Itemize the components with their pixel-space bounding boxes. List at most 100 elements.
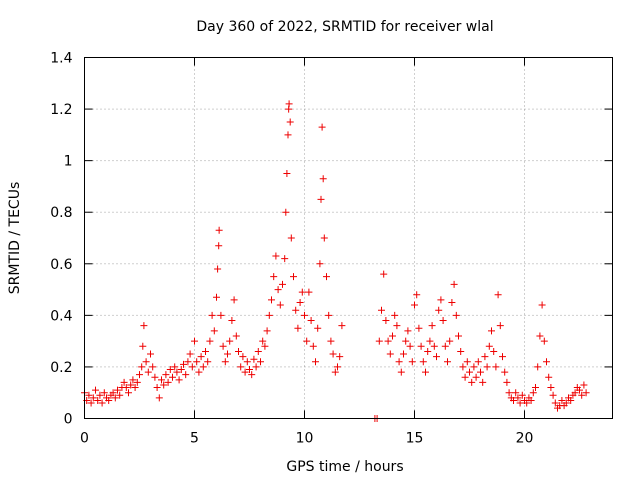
data-point: [195, 368, 203, 376]
data-point: [204, 358, 212, 366]
data-point: [294, 324, 302, 332]
data-point: [538, 301, 546, 309]
data-point: [188, 363, 196, 371]
data-point: [169, 373, 176, 381]
data-point: [433, 353, 440, 361]
data-point: [474, 358, 482, 366]
data-point: [166, 366, 174, 374]
data-point: [142, 358, 150, 366]
data-point: [136, 371, 143, 379]
y-tick-label: 0.6: [50, 257, 72, 273]
data-point: [457, 347, 465, 355]
data-point: [323, 273, 330, 281]
data-point: [263, 327, 271, 335]
data-point: [177, 366, 185, 374]
data-point: [413, 291, 421, 299]
data-point: [510, 396, 517, 404]
data-point: [144, 368, 152, 376]
data-point: [426, 337, 434, 345]
data-point: [543, 358, 550, 366]
data-point: [184, 358, 192, 366]
data-point: [85, 391, 93, 399]
data-point: [182, 371, 190, 379]
data-point: [246, 366, 253, 374]
data-point: [270, 273, 278, 281]
data-point: [285, 100, 293, 108]
data-point: [567, 396, 575, 404]
data-point: [96, 391, 104, 399]
data-point: [214, 265, 222, 273]
data-point: [105, 396, 113, 404]
data-point: [171, 363, 179, 371]
data-point: [219, 342, 227, 350]
data-point: [338, 322, 346, 330]
data-point: [375, 337, 383, 345]
y-tick-label: 0: [64, 412, 73, 428]
data-point: [109, 389, 117, 397]
data-point: [408, 358, 416, 366]
data-point: [296, 298, 304, 306]
data-point: [428, 322, 436, 330]
data-point: [439, 317, 447, 325]
data-point: [481, 353, 489, 361]
data-point: [316, 260, 324, 268]
data-point: [419, 358, 427, 366]
data-point: [272, 252, 280, 260]
data-point: [98, 399, 106, 407]
data-point: [411, 301, 418, 309]
data-point: [305, 288, 313, 296]
data-point: [386, 350, 394, 358]
data-point: [523, 399, 531, 407]
data-point: [257, 358, 264, 366]
x-tick-labels: 0 5 10 15 20: [80, 431, 533, 447]
data-point: [325, 311, 333, 319]
data-point: [125, 389, 132, 397]
y-tick-label: 1: [64, 154, 73, 170]
data-point: [162, 371, 170, 379]
data-point: [290, 273, 297, 281]
chart-title: Day 360 of 2022, SRMTID for receiver wla…: [196, 19, 493, 35]
data-point: [298, 288, 306, 296]
data-point: [317, 195, 325, 203]
data-point: [459, 363, 467, 371]
x-tick-label: 5: [190, 431, 199, 447]
data-point: [406, 342, 414, 350]
data-point: [197, 353, 205, 361]
data-point: [279, 280, 286, 288]
data-point: [437, 296, 445, 304]
data-point: [111, 394, 119, 402]
x-tick-label: 0: [80, 431, 89, 447]
data-point: [153, 384, 161, 392]
data-point: [452, 311, 460, 319]
data-point: [435, 306, 443, 314]
data-point: [580, 381, 588, 389]
data-point: [578, 391, 586, 399]
data-point: [505, 389, 513, 397]
data-point: [241, 368, 249, 376]
data-point: [259, 337, 267, 345]
data-point: [320, 234, 328, 242]
data-point: [100, 389, 108, 397]
data-point: [463, 358, 471, 366]
data-point: [237, 363, 245, 371]
data-point: [173, 368, 181, 376]
data-point: [441, 342, 449, 350]
data-point: [547, 384, 555, 392]
data-point: [149, 363, 157, 371]
data-point: [397, 368, 405, 376]
data-point: [461, 373, 469, 381]
data-point: [582, 389, 590, 397]
data-point: [243, 358, 251, 366]
data-point: [490, 347, 498, 355]
data-point: [318, 123, 326, 131]
data-points: [81, 100, 590, 422]
data-point: [518, 391, 526, 399]
y-tick-label: 1.2: [50, 102, 72, 118]
data-point: [276, 301, 284, 309]
data-point: [488, 327, 495, 335]
data-point: [199, 363, 207, 371]
data-point: [122, 384, 130, 392]
data-point: [92, 386, 99, 394]
data-point: [444, 358, 451, 366]
x-axis-label: GPS time / hours: [286, 459, 403, 475]
